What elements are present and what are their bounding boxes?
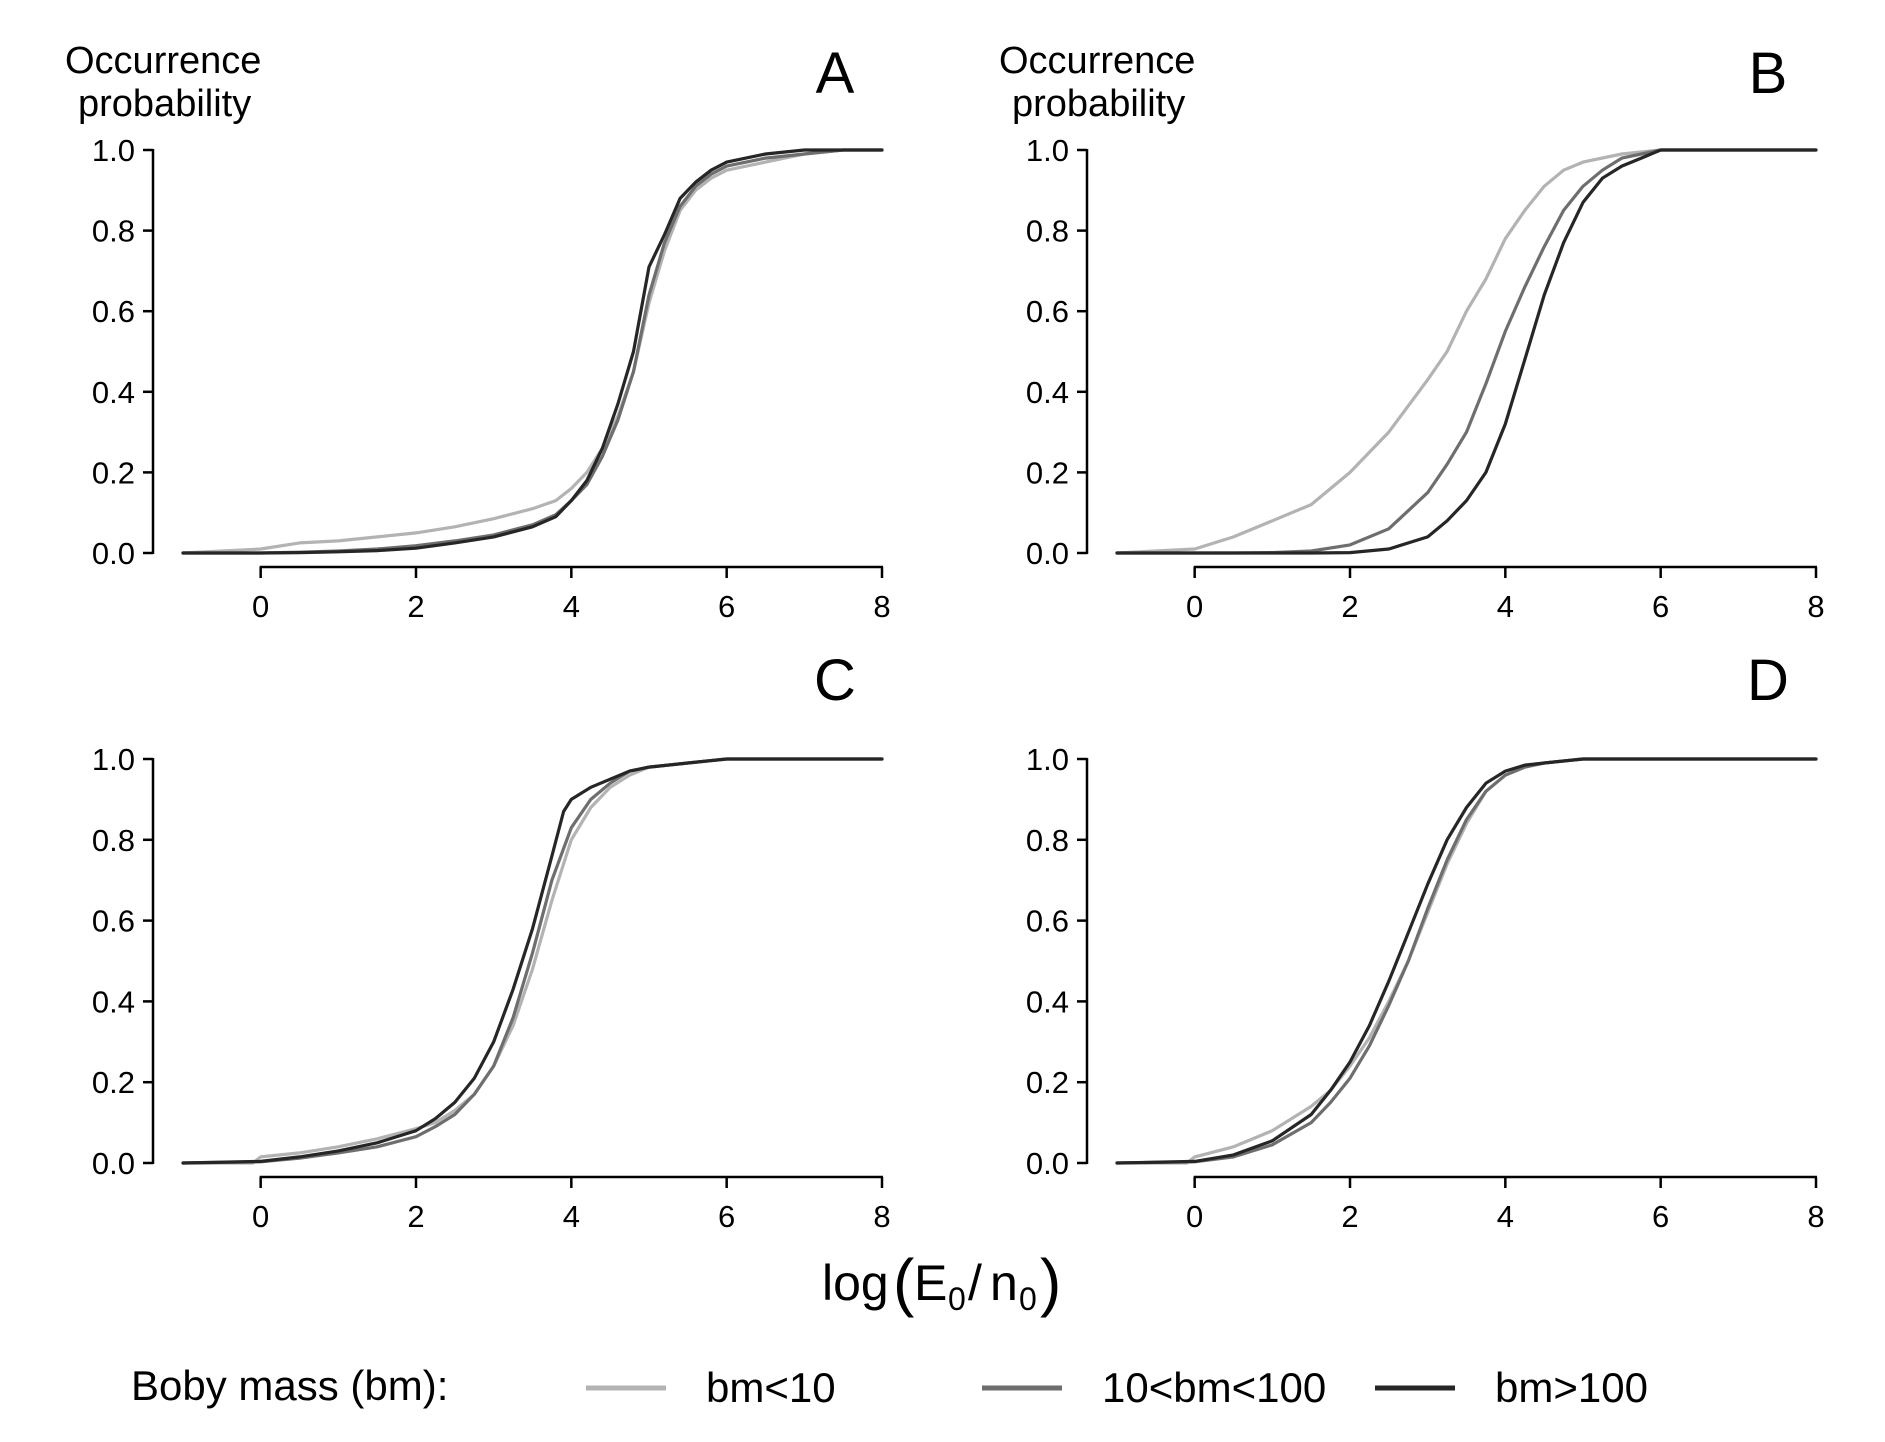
panel-letter-d: D — [1747, 648, 1789, 713]
panel-a: A 0.0 0.2 0.4 0.6 0.8 1.0 0 2 4 6 8 — [92, 41, 891, 624]
x-tick-label: 6 — [1652, 1199, 1669, 1234]
y-tick-label: 0.4 — [92, 375, 135, 410]
y-tick-label: 0.6 — [92, 904, 135, 939]
x-tick-label: 0 — [252, 1199, 269, 1234]
y-tick-label: 0.2 — [92, 1065, 135, 1100]
y-tick-label: 0.2 — [1026, 455, 1069, 490]
y-tick-label: 0.4 — [1026, 375, 1069, 410]
y-tick-label: 0.6 — [1026, 904, 1069, 939]
x-tick-label: 4 — [1497, 589, 1514, 624]
panel-d: D 0.0 0.2 0.4 0.6 0.8 1.0 0 2 4 6 8 — [1026, 648, 1825, 1234]
y-tick-label: 0.2 — [92, 455, 135, 490]
series-line-c-bm-lt-10 — [181, 757, 884, 1165]
legend-label-bm-lt-10: bm<10 — [706, 1364, 836, 1411]
y-tick-label: 0.0 — [92, 1146, 135, 1181]
legend-label-bm-10-100: 10<bm<100 — [1102, 1364, 1326, 1411]
y-tick-label: 0.4 — [92, 984, 135, 1019]
y-axis-title-b-line1: Occurrence — [999, 40, 1195, 82]
series-line-a-bm-gt-100 — [181, 148, 884, 555]
panel-b: B 0.0 0.2 0.4 0.6 0.8 1.0 0 2 4 6 8 — [1026, 41, 1825, 624]
y-tick-label: 1.0 — [92, 133, 135, 168]
x-tick-label: 8 — [873, 1199, 890, 1234]
y-tick-label: 0.0 — [92, 536, 135, 571]
x-tick-label: 6 — [1652, 589, 1669, 624]
y-tick-label: 0.6 — [92, 294, 135, 329]
y-tick-label: 0.0 — [1026, 1146, 1069, 1181]
x-tick-label: 8 — [1807, 1199, 1824, 1234]
y-tick-label: 1.0 — [92, 742, 135, 777]
x-axis-title-slash: / — [968, 1255, 982, 1311]
panel-c: C 0.0 0.2 0.4 0.6 0.8 1.0 0 2 4 6 8 — [92, 648, 891, 1234]
series-line-d-bm-10-100 — [1115, 757, 1818, 1165]
x-tick-label: 4 — [563, 589, 580, 624]
series-line-a-bm-lt-10 — [181, 148, 884, 555]
series-line-b-bm-10-100 — [1115, 148, 1818, 555]
x-axis-title-open-paren: ( — [893, 1246, 914, 1318]
series-line-d-bm-gt-100 — [1115, 757, 1818, 1165]
x-tick-label: 6 — [718, 1199, 735, 1234]
x-axis-title-log: log — [822, 1255, 889, 1311]
legend-title: Boby mass (bm): — [131, 1362, 448, 1409]
x-tick-label: 2 — [1341, 1199, 1358, 1234]
legend-label-bm-gt-100: bm>100 — [1495, 1364, 1648, 1411]
x-tick-label: 2 — [1341, 589, 1358, 624]
series-line-b-bm-gt-100 — [1115, 148, 1818, 555]
y-tick-label: 0.0 — [1026, 536, 1069, 571]
x-axis-title-sub-e: 0 — [948, 1281, 966, 1317]
x-tick-label: 2 — [407, 589, 424, 624]
panel-letter-c: C — [814, 648, 856, 713]
y-tick-label: 0.8 — [92, 214, 135, 249]
y-axis-title-a-line2: probability — [78, 83, 251, 125]
series-line-c-bm-gt-100 — [181, 757, 884, 1165]
y-axis-title-b-line2: probability — [1012, 83, 1185, 125]
series-line-c-bm-10-100 — [181, 757, 884, 1165]
y-tick-label: 0.8 — [1026, 214, 1069, 249]
x-axis-title-sub-n: 0 — [1019, 1281, 1037, 1317]
x-tick-label: 0 — [252, 589, 269, 624]
y-tick-label: 0.4 — [1026, 984, 1069, 1019]
y-tick-label: 0.6 — [1026, 294, 1069, 329]
x-tick-label: 6 — [718, 589, 735, 624]
x-axis-title-n: n — [990, 1255, 1018, 1311]
x-axis-title-close-paren: ) — [1040, 1246, 1061, 1318]
panel-letter-a: A — [816, 41, 855, 106]
x-tick-label: 4 — [1497, 1199, 1514, 1234]
panel-letter-b: B — [1749, 41, 1788, 106]
y-tick-label: 0.8 — [92, 823, 135, 858]
x-tick-label: 2 — [407, 1199, 424, 1234]
series-line-b-bm-lt-10 — [1115, 148, 1818, 555]
y-tick-label: 1.0 — [1026, 742, 1069, 777]
x-axis-title: log ( E 0 / n 0 ) — [822, 1246, 1061, 1318]
y-tick-label: 0.8 — [1026, 823, 1069, 858]
x-tick-label: 4 — [563, 1199, 580, 1234]
y-axis-title-a-line1: Occurrence — [65, 40, 261, 82]
x-tick-label: 8 — [873, 589, 890, 624]
x-tick-label: 8 — [1807, 589, 1824, 624]
x-tick-label: 0 — [1186, 1199, 1203, 1234]
y-tick-label: 1.0 — [1026, 133, 1069, 168]
legend: Boby mass (bm): bm<10 10<bm<100 bm>100 — [131, 1362, 1648, 1411]
y-tick-label: 0.2 — [1026, 1065, 1069, 1100]
x-axis-title-e: E — [914, 1255, 947, 1311]
x-tick-label: 0 — [1186, 589, 1203, 624]
series-line-a-bm-10-100 — [181, 148, 884, 555]
